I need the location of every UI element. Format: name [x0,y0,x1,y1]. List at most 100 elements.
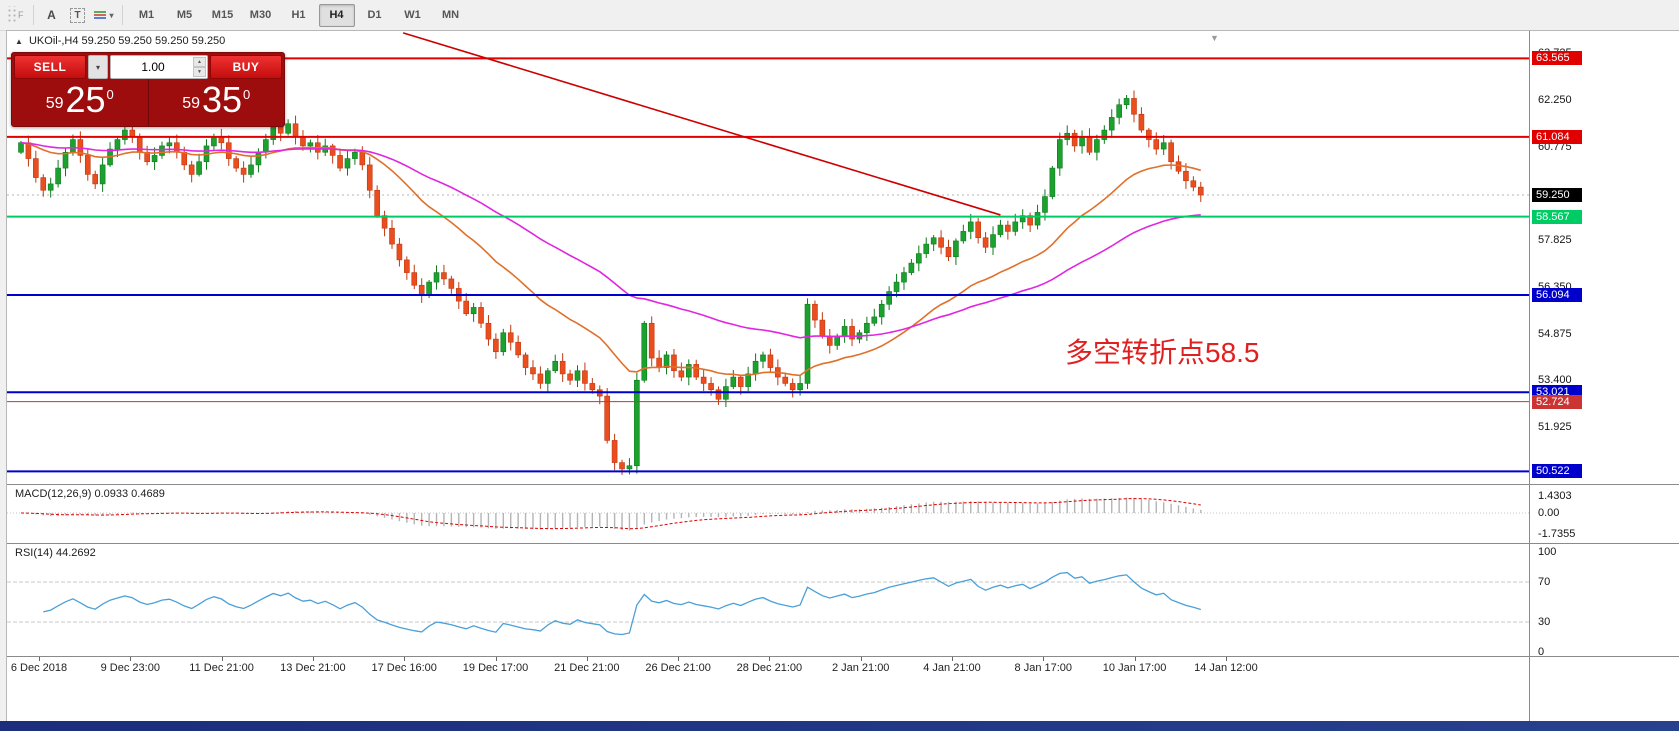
timeframe-button-MN[interactable]: MN [441,9,460,21]
time-tick [130,657,132,661]
time-label: 6 Dec 2018 [10,662,68,674]
macd-tick-label: 0.00 [1538,507,1560,519]
price-grid-label: 51.925 [1538,420,1572,433]
time-tick [39,657,40,661]
toolbar-grip-label: F [18,10,24,20]
price-grid-label: 57.825 [1538,234,1572,247]
time-tick [952,657,953,661]
time-tick [1134,657,1136,661]
time-label: 2 Jan 21:00 [831,662,890,674]
price-line-label-52.724: 52.724 [1532,394,1582,409]
price-line-label-61.084: 61.084 [1532,129,1582,144]
toolbar-grip[interactable] [6,6,16,24]
price-line-label-63.565: 63.565 [1532,51,1582,66]
timeframe-button-M30[interactable]: M30 [249,9,272,21]
time-label: 17 Dec 16:00 [371,662,437,674]
trade-options-dropdown[interactable]: ▾ [88,55,108,79]
candlestick-chart[interactable] [7,31,1529,484]
volume-increase-button[interactable]: ▲ [193,57,206,67]
timeframe-button-M5[interactable]: M5 [176,9,193,21]
rsi-tick-label: 0 [1538,646,1545,658]
chevron-down-icon: ▾ [109,10,114,20]
time-tick [221,657,223,661]
current-price-label: 59.250 [1532,188,1582,202]
symbol-ohlc-text: UKOil-,H4 59.250 59.250 59.250 59.250 [28,35,226,47]
pane-separator[interactable] [7,543,1679,544]
buy-price-sup: 0 [243,87,251,103]
chart-shift-marker[interactable]: ▼ [1210,33,1219,43]
rsi-indicator-chart[interactable] [7,544,1529,656]
time-tick [769,657,771,661]
time-tick [312,657,314,661]
macd-tick-label: 1.4303 [1538,489,1572,502]
symbol-ohlc-line: ▲ UKOil-,H4 59.250 59.250 59.250 59.250 [15,35,225,47]
macd-tick-label: -1.7355 [1538,527,1576,540]
volume-input[interactable] [111,56,207,78]
buy-price-main: 35 [202,78,243,120]
pane-separator[interactable] [7,484,1679,485]
time-tick [1225,657,1227,661]
text-tool-button[interactable]: A [47,8,56,22]
buy-button[interactable]: BUY [210,55,282,79]
rsi-tick-label: 70 [1538,576,1551,588]
toolbar: F A T ▾ M1 M5 M15 M30 H1 H4 D1 W1 MN [0,0,1679,31]
taskbar-strip [0,721,1679,731]
price-line-label-58.567: 58.567 [1532,209,1582,224]
time-label: 28 Dec 21:00 [736,662,803,674]
time-tick [495,657,497,661]
spinner-down-icon: ▼ [197,69,202,75]
trade-panel-divider [147,79,149,126]
sell-price-prefix: 59 [45,95,64,113]
time-label: 26 Dec 21:00 [645,662,711,674]
price-grid-label: 53.400 [1538,374,1572,387]
price-grid-label: 54.875 [1538,327,1572,340]
time-label: 9 Dec 23:00 [100,662,160,674]
time-label: 14 Jan 12:00 [1194,662,1258,674]
chevron-down-icon: ▾ [95,62,100,72]
macd-indicator-chart[interactable] [7,485,1529,543]
chart-window[interactable]: ▲ UKOil-,H4 59.250 59.250 59.250 59.250 … [6,30,1679,731]
time-tick [860,657,862,661]
sell-price[interactable]: 59 25 0 [12,78,148,121]
price-grid-label: 62.250 [1538,94,1572,106]
one-click-trading-panel: SELL ▾ ▲ ▼ BUY 59 25 0 [11,52,285,127]
line-style-button[interactable]: ▾ [92,4,116,27]
toolbar-separator [121,5,123,25]
textlabel-tool-button[interactable]: T [66,4,90,27]
timeframe-button-H4[interactable]: H4 [318,3,355,27]
volume-decrease-button[interactable]: ▼ [193,67,206,77]
spinner-up-icon: ▲ [197,59,202,65]
time-label: 10 Jan 17:00 [1102,662,1167,674]
price-axis[interactable]: 63.72562.25060.77559.25057.82556.35054.8… [1529,31,1679,731]
timeframe-button-M15[interactable]: M15 [211,9,234,21]
timeframe-button-H1[interactable]: H1 [291,9,306,21]
time-axis[interactable]: 6 Dec 2018 9 Dec 23:00 11 Dec 21:00 13 Dec … [7,657,1529,681]
pane-separator[interactable] [7,656,1679,657]
chart-annotation[interactable]: 多空转折点58.5 [1065,337,1260,368]
line-style-icon [94,11,107,19]
price-line-label-50.522: 50.522 [1532,464,1582,479]
time-label: 21 Dec 21:00 [554,662,620,674]
time-label: 19 Dec 17:00 [462,662,529,674]
time-tick [678,657,680,661]
timeframe-button-M1[interactable]: M1 [138,9,155,21]
sell-price-main: 25 [65,78,106,120]
time-label: 8 Jan 17:00 [1014,662,1073,674]
timeframe-button-D1[interactable]: D1 [367,9,382,21]
time-label: 13 Dec 21:00 [280,662,346,674]
time-tick [1043,657,1045,661]
price-line-label-56.094: 56.094 [1532,287,1582,302]
time-label: 4 Jan 21:00 [923,662,981,674]
buy-price[interactable]: 59 35 0 [149,78,285,121]
macd-indicator-title: MACD(12,26,9) 0.0933 0.4689 [15,488,165,500]
time-tick [404,657,406,661]
toolbar-separator [32,5,34,25]
sell-price-sup: 0 [106,87,114,103]
time-label: 11 Dec 21:00 [189,662,254,674]
timeframe-button-W1[interactable]: W1 [404,9,421,21]
chart-icon: ▲ [15,37,23,46]
sell-button[interactable]: SELL [14,55,86,79]
rsi-tick-label: 30 [1538,616,1551,628]
time-tick [586,657,588,661]
